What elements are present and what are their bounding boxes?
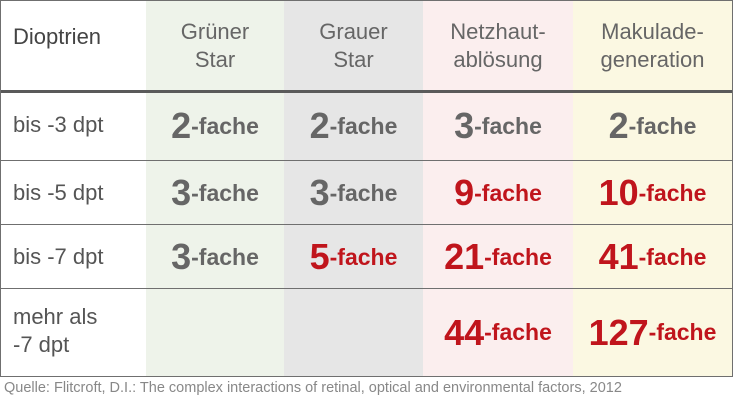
table-row: mehr als -7 dpt 44 -fache 127 -fache — [1, 289, 732, 376]
cell-value: 10 — [598, 172, 639, 213]
cell-suffix: -fache — [191, 243, 259, 270]
table-cell: 21 -fache — [423, 225, 573, 289]
table-cell: 3 -fache — [146, 225, 284, 289]
table-cell: 10 -fache — [573, 161, 732, 225]
table-cell: 3 -fache — [146, 161, 284, 225]
table-header-row: Dioptrien Grüner Star Grauer Star Netzha… — [1, 1, 732, 91]
table-cell: 2 -fache — [284, 91, 423, 161]
row-label: bis -5 dpt — [13, 180, 104, 205]
header-makuladegeneration: Makulade- generation — [600, 19, 705, 72]
table-cell: 44 -fache — [423, 289, 573, 376]
cell-suffix: -fache — [474, 179, 542, 206]
table-cell: 127 -fache — [573, 289, 732, 376]
column-bg-netzhautabloesung — [423, 1, 573, 376]
cell-value: 3 — [309, 172, 330, 213]
table-cell: 9 -fache — [423, 161, 573, 225]
table-cell: 2 -fache — [146, 91, 284, 161]
header-dioptrien: Dioptrien — [13, 24, 102, 49]
row-label: mehr als -7 dpt — [13, 304, 98, 357]
header-grauer-star: Grauer Star — [319, 19, 388, 72]
cell-suffix: -fache — [484, 243, 552, 270]
table-cell: 3 -fache — [284, 161, 423, 225]
header-netzhautabloesung: Netzhaut- ablösung — [450, 19, 546, 72]
table-cell — [146, 289, 284, 376]
cell-value: 9 — [454, 172, 475, 213]
cell-suffix: -fache — [474, 112, 542, 139]
cell-value: 2 — [608, 105, 629, 146]
row-label: bis -3 dpt — [13, 112, 104, 137]
cell-value: 2 — [309, 105, 330, 146]
row-label: bis -7 dpt — [13, 244, 104, 269]
table-cell: 2 -fache — [573, 91, 732, 161]
row-divider — [1, 224, 732, 225]
table-cell: 41 -fache — [573, 225, 732, 289]
cell-value: 21 — [444, 236, 485, 277]
column-bg-gruener-star — [146, 1, 284, 376]
cell-value: 3 — [171, 236, 192, 277]
header-divider — [1, 90, 732, 93]
cell-value: 2 — [171, 105, 192, 146]
row-divider — [1, 160, 732, 161]
cell-suffix: -fache — [648, 319, 717, 345]
cell-suffix: -fache — [191, 112, 259, 139]
risk-table: Dioptrien Grüner Star Grauer Star Netzha… — [0, 0, 733, 377]
cell-suffix: -fache — [329, 243, 398, 270]
row-divider — [1, 288, 732, 289]
cell-suffix: -fache — [638, 179, 707, 206]
cell-value: 3 — [454, 105, 475, 146]
table-cell — [284, 289, 423, 376]
cell-value: 5 — [309, 236, 330, 277]
table-cell: 3 -fache — [423, 91, 573, 161]
cell-suffix: -fache — [329, 112, 398, 139]
cell-value: 41 — [598, 236, 639, 277]
table-cell: 5 -fache — [284, 225, 423, 289]
table-row: bis -5 dpt 3 -fache 3 -fache 9 -fache 10 -fa… — [1, 161, 732, 225]
source-caption: Quelle: Flitcroft, D.I.: The complex int… — [4, 380, 622, 396]
cell-suffix: -fache — [484, 319, 552, 345]
table-row: bis -3 dpt 2 -fache 2 -fache 3 -fache 2 -fac… — [1, 91, 732, 161]
cell-suffix: -fache — [191, 179, 259, 206]
header-gruener-star: Grüner Star — [180, 19, 250, 72]
column-bg-makuladegeneration — [573, 1, 732, 376]
cell-suffix: -fache — [329, 179, 398, 206]
cell-value: 127 — [588, 311, 649, 353]
cell-suffix: -fache — [628, 112, 697, 139]
cell-suffix: -fache — [638, 243, 707, 270]
cell-value: 3 — [171, 172, 192, 213]
cell-value: 44 — [444, 311, 485, 353]
column-bg-grauer-star — [284, 1, 423, 376]
table-row: bis -7 dpt 3 -fache 5 -fache 21 -fache 41 -f… — [1, 225, 732, 289]
